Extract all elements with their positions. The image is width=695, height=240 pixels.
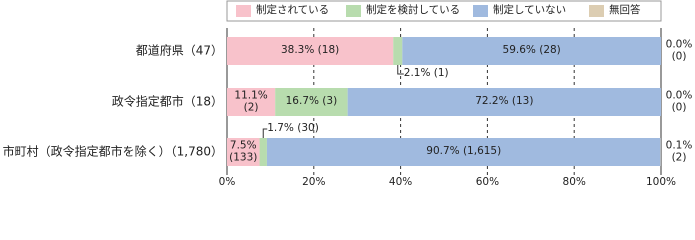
value-label: 0.1% (2) <box>665 139 693 163</box>
chart-canvas <box>226 0 662 175</box>
bar-segment <box>393 37 403 65</box>
leader-line <box>397 65 404 75</box>
legend-box <box>226 0 662 22</box>
value-label: 38.3% (18) <box>280 44 340 57</box>
bar-segment <box>402 37 661 65</box>
x-tick-label: 100% <box>645 176 677 189</box>
value-label: 16.7% (3) <box>285 95 338 108</box>
value-label: 59.6% (28) <box>502 44 561 57</box>
value-label: 7.5% (133) <box>229 139 258 163</box>
legend-label: 制定を検討している <box>366 4 461 17</box>
x-tick-label: 40% <box>388 176 413 189</box>
bar-segment <box>227 88 276 116</box>
x-tick-label: 0% <box>218 176 236 189</box>
x-tick-label: 60% <box>475 176 500 189</box>
legend-swatch <box>236 5 251 17</box>
bar-segment <box>259 138 267 166</box>
value-label: 90.7% (1,615) <box>426 145 502 158</box>
category-label: 都道府県（47） <box>135 43 223 58</box>
value-label: 11.1% (2) <box>234 89 268 113</box>
legend-swatch <box>473 5 488 17</box>
legend-label: 制定していない <box>493 4 567 17</box>
x-tick-label: 20% <box>302 176 326 189</box>
legend-swatch <box>346 5 361 17</box>
bar-segment <box>227 37 394 65</box>
bar-segment <box>347 88 661 116</box>
legend-label: 制定されている <box>256 4 330 17</box>
value-label: 0.0% (0) <box>665 38 693 62</box>
value-label: 2.1% (1) <box>403 67 449 80</box>
legend-label: 無回答 <box>609 4 641 17</box>
category-label: 政令指定都市（18） <box>111 94 223 109</box>
value-label: 1.7% (30) <box>267 122 319 135</box>
value-label: 72.2% (13) <box>475 95 534 108</box>
bar-segment <box>275 88 348 116</box>
value-label: 0.0% (0) <box>665 89 693 113</box>
chart: 制定されている 制定を検討している 制定していない 無回答 0% 20% 40% 60% 80%… <box>2 0 693 189</box>
category-label: 市町村（政令指定都市を除く）（1,780） <box>2 144 223 159</box>
leader-line <box>262 128 268 138</box>
bar-segment <box>266 138 661 166</box>
x-tick-label: 80% <box>562 176 586 189</box>
bar-segment <box>227 138 260 166</box>
legend-swatch <box>589 5 604 17</box>
